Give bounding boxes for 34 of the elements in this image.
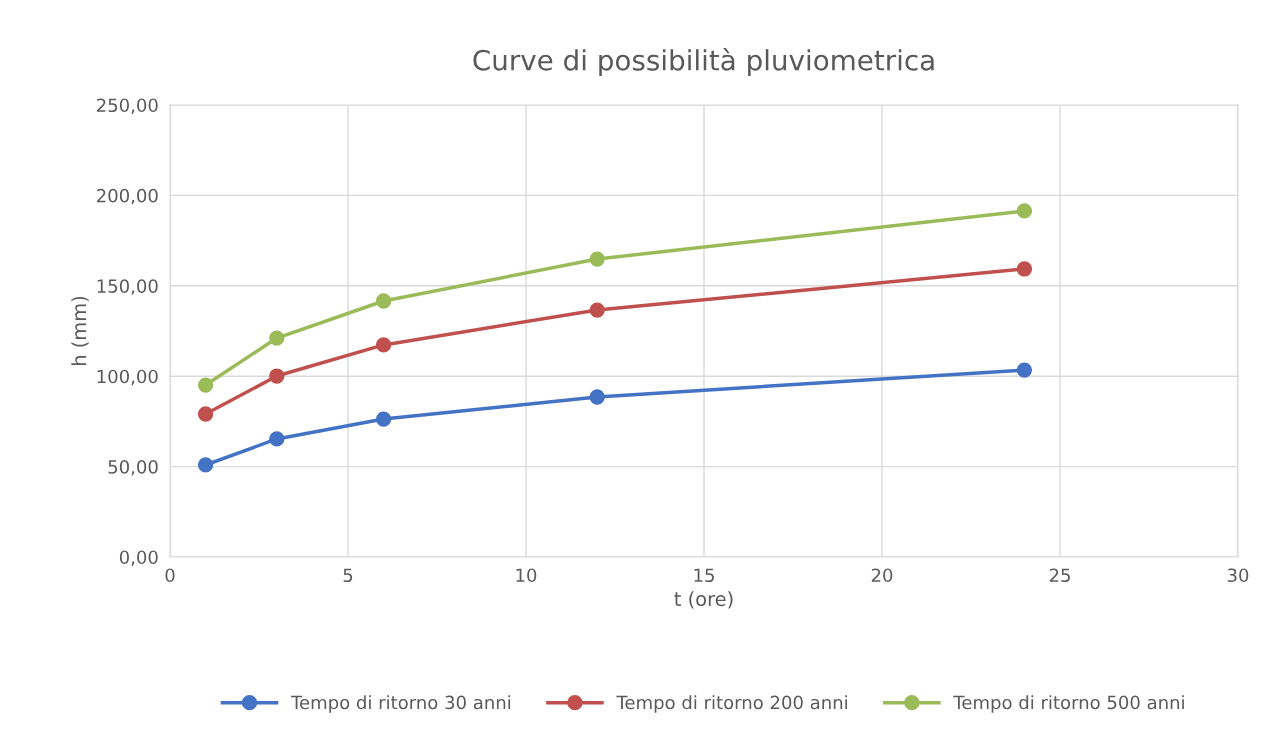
x-axis-title: t (ore) [674, 591, 733, 609]
y-tick-label: 150,00 [97, 279, 158, 295]
point [197, 377, 214, 393]
point [375, 293, 392, 309]
y-tick-label: 200,00 [97, 188, 158, 205]
legend-label: Tempo di ritorno 500 anni [953, 695, 1184, 713]
point [1016, 203, 1033, 219]
point [197, 406, 214, 422]
point [375, 411, 392, 427]
x-tick-label: 20 [871, 568, 893, 583]
y-tick-label: 50,00 [108, 460, 158, 476]
point [589, 302, 605, 318]
x-tick-label: 15 [694, 568, 714, 583]
x-tick-label: 0 [165, 568, 175, 583]
y-tick-label: 0,00 [119, 550, 158, 566]
legend-label: Tempo di ritorno 30 anni [290, 695, 511, 713]
legend-label: Tempo di ritorno 200 anni [616, 695, 847, 713]
point [269, 330, 285, 346]
point [375, 337, 392, 353]
y-tick-label: 250,00 [97, 98, 158, 114]
point [269, 431, 285, 447]
y-tick-label: 100,00 [97, 369, 158, 386]
x-tick-label: 10 [516, 568, 537, 583]
point [269, 368, 285, 384]
point [589, 251, 605, 267]
y-axis-title: h (mm) [71, 296, 89, 366]
point [589, 389, 605, 405]
chart-title: Curve di possibilità pluviometrica [473, 48, 934, 77]
point [1016, 261, 1033, 277]
x-tick-label: 25 [1049, 568, 1070, 583]
point [1016, 362, 1033, 378]
x-tick-label: 5 [343, 568, 353, 583]
x-tick-label: 30 [1227, 568, 1249, 583]
point [197, 457, 214, 473]
